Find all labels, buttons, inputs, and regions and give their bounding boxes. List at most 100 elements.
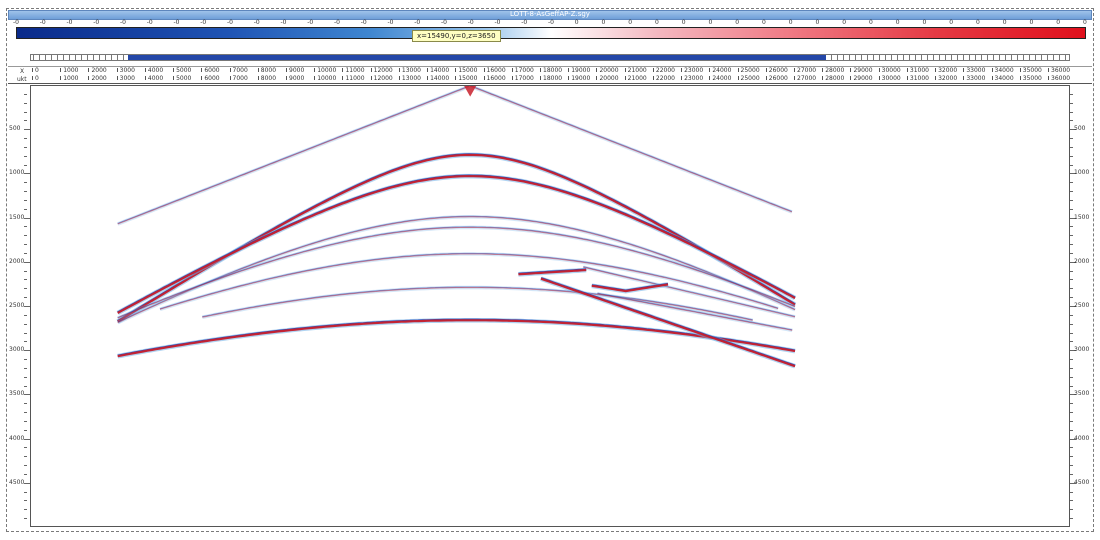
- y-axis-tick: [1070, 412, 1073, 414]
- y-axis-tick-label: 2000: [1074, 257, 1090, 265]
- x-axis-tick: [257, 76, 259, 80]
- y-axis-tick: [24, 208, 27, 210]
- horizontal-scroll-thumb[interactable]: [128, 55, 826, 60]
- x-axis-tick: [32, 76, 33, 80]
- y-axis-tick: [1070, 173, 1076, 175]
- x-axis-tick: [1048, 76, 1049, 80]
- x-axis-tick-label: 19000: [571, 67, 591, 74]
- window-title: LOTT-8-AsGeffAP-Z.sgy: [510, 10, 590, 18]
- y-axis-tick: [24, 412, 27, 414]
- amplitude-colorbar[interactable]: [16, 27, 1086, 39]
- x-axis-tick: [32, 68, 33, 72]
- y-axis-tick: [24, 385, 27, 387]
- x-axis-tick-label: 4000: [147, 67, 164, 74]
- x-axis-tick: [398, 68, 400, 72]
- x-axis-tick-label: 10000: [317, 67, 337, 74]
- y-axis-tick-label: 3000: [9, 346, 25, 354]
- x-axis-tick: [568, 76, 570, 80]
- x-axis-tick: [822, 76, 824, 80]
- x-axis-tick-label: 33000: [966, 75, 986, 82]
- colorbar-tick-label: -0: [93, 19, 100, 26]
- reflection-1-neg: [117, 153, 796, 323]
- x-axis-tick-label: 36000: [1051, 67, 1071, 74]
- y-axis-tick: [1070, 420, 1073, 422]
- colorbar-tick-label: -0: [120, 19, 126, 26]
- x-axis-tick-label: 0: [35, 75, 39, 82]
- x-axis-tick: [286, 68, 287, 72]
- y-axis-tick: [24, 359, 27, 361]
- x-axis-tick-label: 17000: [514, 75, 534, 82]
- x-axis-tick-label: 4000: [147, 75, 164, 82]
- x-axis-tick: [737, 76, 739, 80]
- y-axis-tick: [1070, 208, 1073, 210]
- y-axis-tick: [24, 173, 30, 175]
- window-titlebar[interactable]: LOTT-8-AsGeffAP-Z.sgy: [8, 10, 1092, 20]
- colorbar-tick-label: 0: [895, 19, 900, 26]
- x-axis-tick: [342, 68, 344, 72]
- x-axis-tick-label: 25000: [740, 75, 760, 82]
- y-axis-tick: [24, 111, 27, 113]
- y-axis-tick: [1070, 120, 1073, 122]
- x-axis-tick-label: 7000: [232, 75, 248, 82]
- y-axis-tick-label: 2500: [9, 302, 25, 309]
- x-axis-tick: [144, 68, 146, 72]
- x-axis-tick-label: 11000: [345, 75, 365, 82]
- colorbar-tick-label: 0: [1056, 19, 1061, 26]
- y-axis-tick: [1070, 235, 1073, 237]
- colorbar-tick-label: 0: [949, 19, 954, 26]
- y-axis-tick: [24, 350, 30, 352]
- colorbar-tick-label: -0: [173, 19, 180, 26]
- colorbar-tick-label: -0: [253, 19, 260, 26]
- x-axis-tick: [257, 68, 259, 72]
- seismic-section-plot[interactable]: [30, 85, 1070, 527]
- y-axis-tick: [24, 129, 30, 131]
- x-axis-tick-label: 14000: [430, 67, 450, 74]
- x-axis-tick-label: 20000: [599, 75, 619, 82]
- x-axis-tick: [229, 76, 231, 80]
- colorbar-tick-label: 0: [788, 19, 793, 26]
- x-axis-tick: [88, 68, 90, 72]
- x-axis-tick: [511, 76, 513, 80]
- x-axis-tick-label: 16000: [486, 67, 506, 74]
- reflection-7-neg: [117, 318, 796, 357]
- y-axis-tick: [24, 120, 27, 122]
- x-axis-tick: [935, 76, 937, 80]
- x-axis-tick-label: 23000: [684, 75, 704, 82]
- y-axis-tick: [1070, 111, 1073, 113]
- x-axis-tick-label: 31000: [909, 67, 929, 74]
- x-axis-tick-label: 34000: [994, 67, 1014, 74]
- colorbar-tick-label: -0: [521, 19, 528, 26]
- x-axis-tick: [427, 76, 429, 80]
- y-axis-tick-label: 1000: [9, 169, 25, 177]
- x-axis-tick-label: 20000: [599, 67, 619, 74]
- y-axis-tick: [24, 155, 27, 157]
- x-axis-tick: [229, 68, 231, 72]
- y-axis-tick: [1070, 93, 1073, 95]
- x-axis-tick: [483, 68, 485, 72]
- y-axis-tick: [1070, 288, 1073, 290]
- x-axis-tick-label: 19000: [571, 75, 591, 82]
- x-axis-tick-label: 27000: [797, 75, 817, 82]
- x-axis-tick-label: 30000: [881, 67, 901, 74]
- y-axis-tick: [1070, 473, 1073, 475]
- x-axis-tick: [850, 68, 852, 72]
- reflection-5-neg: [159, 252, 779, 310]
- y-axis-tick: [1070, 429, 1073, 431]
- y-axis-tick: [1070, 359, 1073, 361]
- x-axis-tick-label: 32000: [938, 67, 958, 74]
- y-axis-tick: [24, 403, 27, 405]
- y-axis-tick: [1070, 102, 1073, 104]
- x-axis-tick: [765, 76, 767, 80]
- colorbar-tick-label: 0: [655, 19, 659, 26]
- y-axis-tick: [24, 182, 27, 184]
- reflection-3-neg: [117, 215, 796, 323]
- x-axis-tick: [624, 68, 626, 72]
- x-axis-tick: [794, 68, 795, 72]
- y-axis-tick: [24, 164, 27, 166]
- colorbar-tick-label: 0: [601, 19, 606, 26]
- y-axis-tick: [1070, 491, 1073, 493]
- reflection-4-neg: [117, 226, 796, 319]
- y-axis-tick: [1070, 129, 1076, 131]
- seismic-section-canvas[interactable]: [31, 86, 1071, 528]
- x-axis-tick: [173, 76, 175, 80]
